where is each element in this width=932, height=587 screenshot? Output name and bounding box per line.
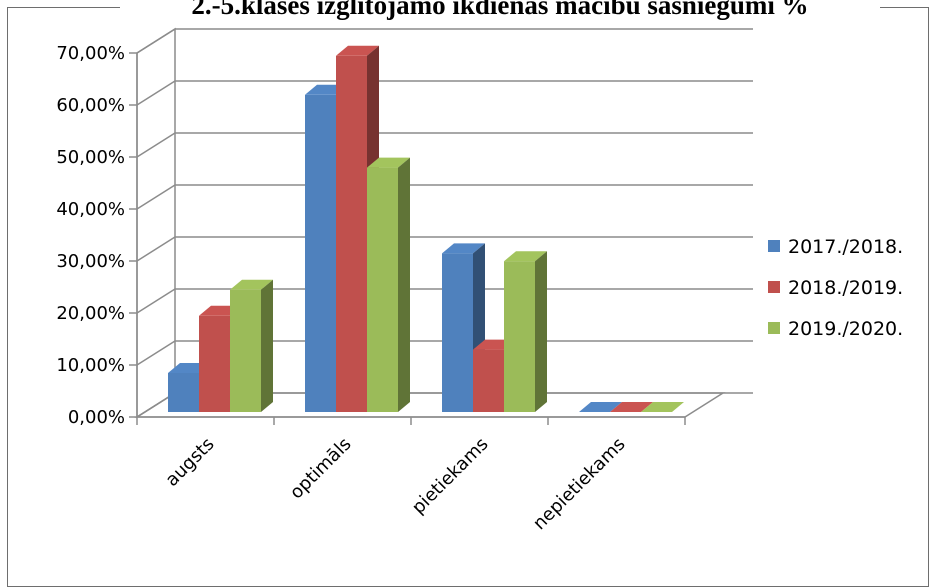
bar bbox=[504, 251, 547, 412]
gridline bbox=[136, 184, 753, 210]
bar-front bbox=[473, 349, 504, 412]
bar-top bbox=[579, 402, 622, 412]
legend-label: 2018./2019. bbox=[788, 277, 903, 299]
side-wall bbox=[136, 27, 176, 419]
y-tick-label: 40,00% bbox=[56, 199, 125, 220]
y-tick-label: 30,00% bbox=[56, 251, 125, 272]
bar-front bbox=[230, 289, 261, 412]
bar-side bbox=[261, 279, 273, 412]
bar-front bbox=[305, 94, 336, 413]
bar-front bbox=[442, 253, 473, 412]
bar-front bbox=[367, 167, 398, 412]
legend-swatch bbox=[768, 322, 780, 334]
y-tick-labels: 0,00% 10,00% 20,00% 30,00% 40,00% 50,00% 60,00… bbox=[56, 43, 125, 428]
legend-label: 2019./2020. bbox=[788, 318, 903, 340]
bar bbox=[367, 157, 410, 412]
bar-top bbox=[336, 45, 379, 56]
y-tick-label: 50,00% bbox=[56, 147, 125, 168]
category-label: optimāls bbox=[286, 434, 356, 504]
bar bbox=[579, 402, 622, 412]
bar-side bbox=[535, 251, 547, 412]
chart-title: 2.-5.klases izglītojamo ikdienas mācību … bbox=[120, 0, 880, 22]
gridline bbox=[136, 80, 753, 106]
gridline bbox=[136, 288, 753, 314]
bar bbox=[230, 279, 273, 412]
gridline bbox=[136, 340, 753, 366]
legend-label: 2017./2018. bbox=[788, 236, 903, 258]
bar-front bbox=[199, 315, 230, 412]
y-tick-label: 70,00% bbox=[56, 43, 125, 64]
legend-swatch bbox=[768, 240, 780, 252]
bar-top bbox=[442, 243, 485, 254]
bar-top bbox=[504, 251, 547, 262]
category-label: nepietiekams bbox=[529, 434, 630, 535]
bar-front bbox=[168, 373, 199, 412]
gridlines bbox=[136, 28, 753, 418]
axes bbox=[129, 52, 686, 425]
legend: 2017./2018. 2018./2019. 2019./2020. bbox=[768, 236, 903, 340]
bar-front bbox=[504, 261, 535, 412]
y-tick-label: 0,00% bbox=[68, 407, 125, 428]
bar-top bbox=[367, 157, 410, 168]
legend-swatch bbox=[768, 281, 780, 293]
category-labels: augsts optimāls pietiekams nepietiekams bbox=[161, 434, 629, 535]
bar bbox=[641, 402, 684, 412]
bar-top bbox=[230, 279, 273, 290]
gridline bbox=[136, 28, 753, 54]
bar-side bbox=[398, 157, 410, 412]
chart-frame: 2.-5.klases izglītojamo ikdienas mācību … bbox=[7, 0, 929, 587]
bar-top bbox=[641, 402, 684, 412]
gridline bbox=[136, 236, 753, 262]
category-label: pietiekams bbox=[408, 434, 493, 519]
category-label: augsts bbox=[161, 434, 218, 491]
bars bbox=[168, 45, 684, 413]
y-tick-label: 60,00% bbox=[56, 95, 125, 116]
bar-front bbox=[336, 55, 367, 413]
gridline bbox=[136, 132, 753, 158]
bar bbox=[610, 402, 653, 412]
y-tick-label: 20,00% bbox=[56, 303, 125, 324]
y-tick-label: 10,00% bbox=[56, 355, 125, 376]
bar-top bbox=[610, 402, 653, 412]
